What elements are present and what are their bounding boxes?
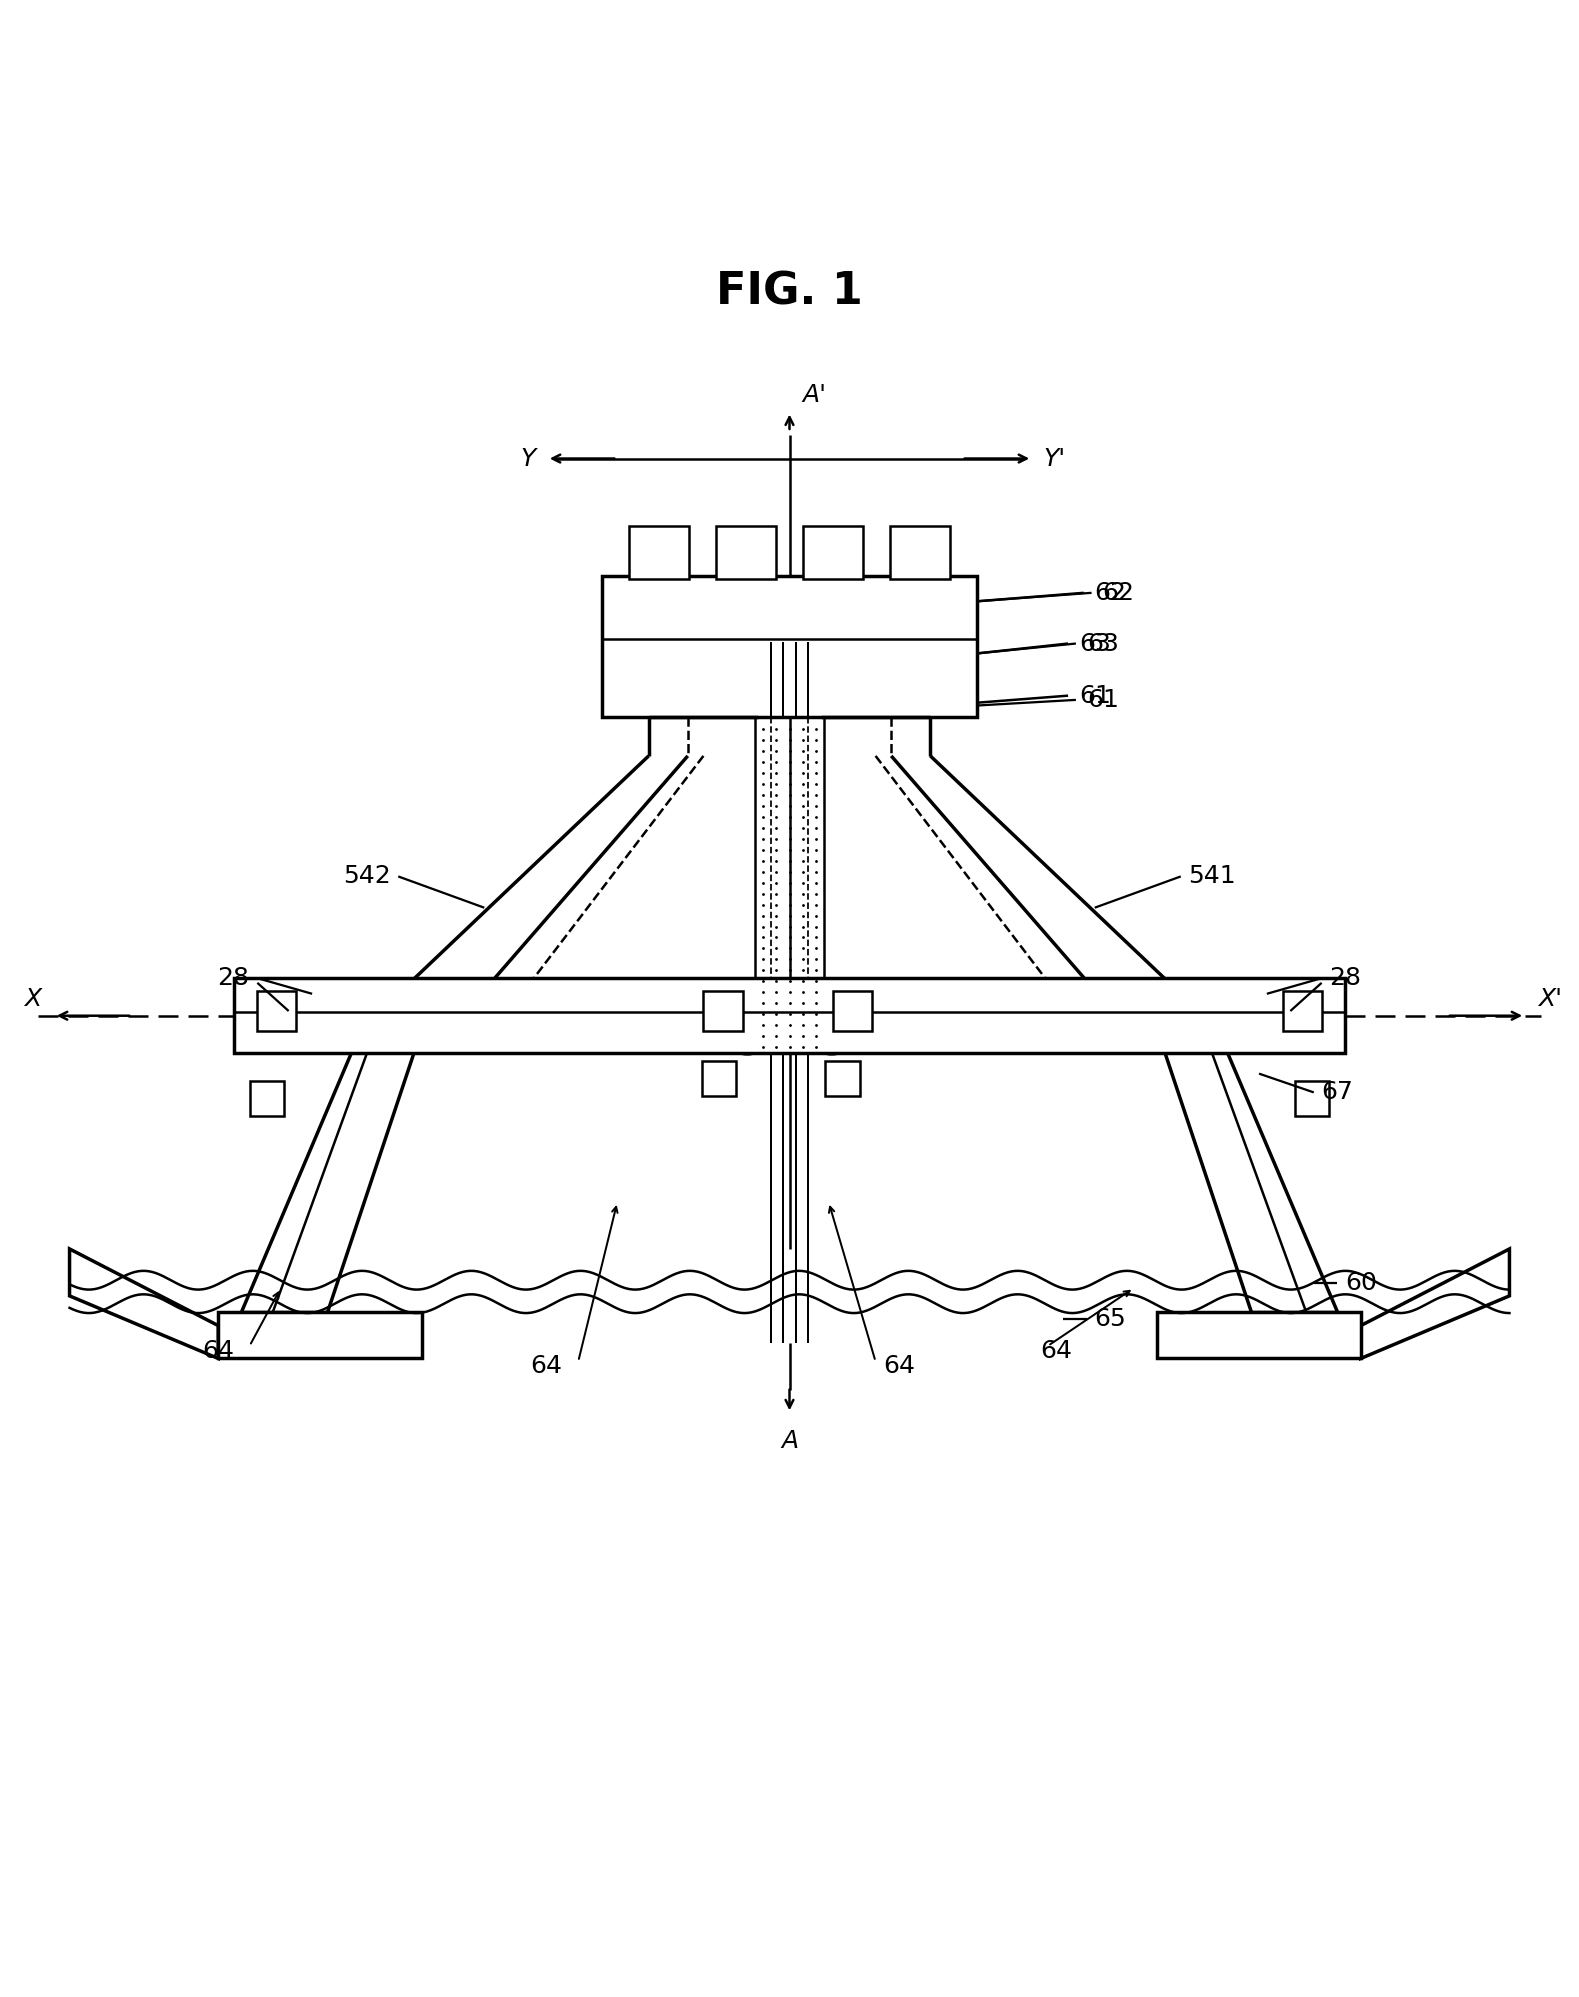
Bar bbox=[630, 525, 688, 579]
Bar bbox=[249, 1082, 284, 1116]
Text: 64: 64 bbox=[202, 1338, 234, 1362]
Text: 62: 62 bbox=[1094, 581, 1127, 605]
Text: 541: 541 bbox=[1189, 865, 1236, 889]
Text: 62: 62 bbox=[1102, 581, 1135, 605]
Text: FIG. 1: FIG. 1 bbox=[715, 272, 864, 314]
Bar bbox=[234, 979, 1345, 1052]
Text: A': A' bbox=[802, 383, 826, 407]
Text: 64: 64 bbox=[531, 1354, 562, 1378]
Text: 542: 542 bbox=[343, 865, 390, 889]
Bar bbox=[218, 1312, 422, 1358]
Bar bbox=[1295, 1082, 1330, 1116]
Text: X': X' bbox=[1538, 987, 1562, 1010]
Bar bbox=[891, 525, 949, 579]
Bar bbox=[1282, 991, 1322, 1030]
Text: 61: 61 bbox=[1086, 687, 1120, 711]
Text: X: X bbox=[24, 987, 41, 1010]
Polygon shape bbox=[69, 1248, 218, 1358]
Bar bbox=[826, 1060, 861, 1096]
Bar bbox=[703, 991, 742, 1030]
Bar bbox=[701, 1060, 736, 1096]
Bar bbox=[1157, 1312, 1361, 1358]
Text: Y: Y bbox=[521, 447, 535, 471]
Bar bbox=[717, 525, 775, 579]
Bar bbox=[834, 991, 873, 1030]
Text: 61: 61 bbox=[1078, 683, 1112, 707]
Bar bbox=[602, 575, 977, 717]
Text: 63: 63 bbox=[1078, 631, 1112, 655]
Text: 28: 28 bbox=[1330, 967, 1361, 991]
Text: 28: 28 bbox=[218, 967, 249, 991]
Text: 65: 65 bbox=[1094, 1308, 1126, 1332]
Text: 64: 64 bbox=[1041, 1338, 1072, 1362]
Text: 64: 64 bbox=[883, 1354, 916, 1378]
Text: A: A bbox=[782, 1430, 797, 1454]
Text: 63: 63 bbox=[1086, 631, 1120, 655]
Text: Y': Y' bbox=[1044, 447, 1066, 471]
Text: 60: 60 bbox=[1345, 1272, 1377, 1296]
Bar bbox=[257, 991, 297, 1030]
Bar bbox=[804, 525, 862, 579]
Text: 67: 67 bbox=[1322, 1080, 1353, 1104]
Polygon shape bbox=[1361, 1248, 1510, 1358]
